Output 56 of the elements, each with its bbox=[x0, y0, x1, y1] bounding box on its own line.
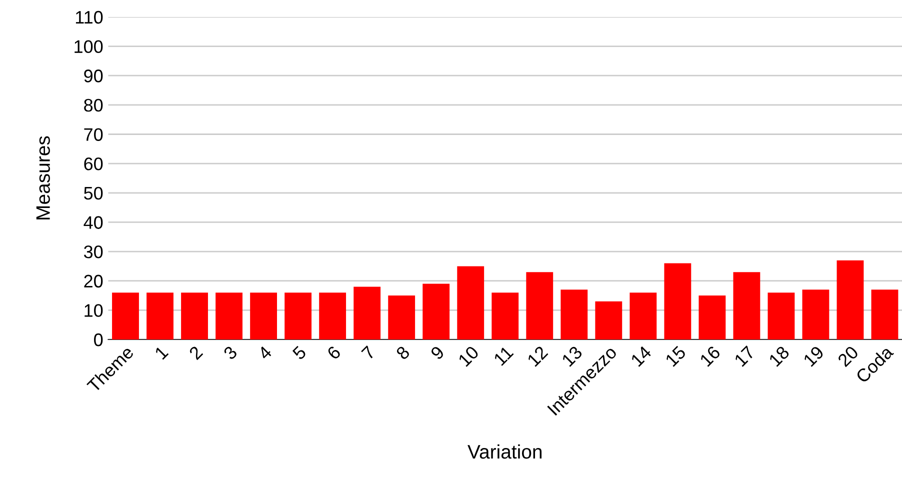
bar bbox=[526, 272, 554, 340]
bar bbox=[836, 260, 864, 340]
bar bbox=[388, 296, 416, 340]
bar bbox=[698, 296, 726, 340]
x-tick-label: 6 bbox=[326, 345, 342, 360]
y-tick-label: 50 bbox=[84, 186, 103, 200]
bar bbox=[560, 290, 588, 340]
x-tick-label: 18 bbox=[768, 345, 790, 367]
y-axis-title: Measures bbox=[36, 136, 50, 220]
x-tick-label: 7 bbox=[361, 345, 376, 360]
y-tick-label: 110 bbox=[76, 10, 103, 24]
x-tick-label: 1 bbox=[154, 345, 169, 360]
bar bbox=[871, 290, 898, 340]
x-tick-label: 5 bbox=[292, 345, 307, 360]
y-tick-label: 40 bbox=[84, 216, 103, 229]
bar bbox=[319, 292, 346, 340]
x-tick-label: 4 bbox=[257, 345, 272, 360]
bar bbox=[733, 272, 760, 340]
bar bbox=[630, 292, 657, 340]
bar bbox=[112, 292, 139, 340]
bar bbox=[216, 292, 242, 340]
x-tick-label: 3 bbox=[222, 345, 238, 360]
y-tick-label: 10 bbox=[84, 304, 103, 317]
bar bbox=[181, 292, 208, 340]
bar bbox=[768, 292, 795, 340]
bar bbox=[146, 292, 174, 340]
x-tick-label: 19 bbox=[802, 345, 824, 367]
x-tick-label: 10 bbox=[458, 345, 480, 367]
bar bbox=[422, 284, 450, 340]
y-tick-label: 60 bbox=[84, 158, 103, 170]
x-tick-label: 20 bbox=[837, 345, 860, 368]
x-tick-label: 9 bbox=[430, 345, 445, 360]
y-tick-label: 90 bbox=[84, 70, 103, 82]
x-tick-label: 8 bbox=[395, 345, 410, 360]
y-tick-label: 30 bbox=[84, 245, 103, 258]
bar bbox=[284, 292, 312, 340]
x-tick-label: 14 bbox=[630, 345, 652, 367]
y-tick-label: 20 bbox=[84, 274, 103, 288]
bar bbox=[802, 290, 830, 340]
x-axis-title: Variation bbox=[468, 444, 542, 459]
bar bbox=[457, 266, 484, 340]
y-tick-label: 70 bbox=[84, 128, 103, 141]
x-tick-label: 12 bbox=[526, 345, 548, 367]
bar bbox=[492, 292, 519, 340]
bar bbox=[354, 286, 381, 340]
y-tick-label: 80 bbox=[84, 98, 103, 112]
bar bbox=[250, 292, 277, 340]
x-tick-label: 16 bbox=[699, 345, 722, 367]
x-tick-label: 15 bbox=[664, 345, 687, 367]
y-tick-label: 100 bbox=[74, 40, 103, 54]
x-tick-label: 17 bbox=[734, 345, 756, 367]
bar bbox=[595, 301, 622, 340]
x-tick-label: 2 bbox=[188, 345, 204, 360]
bar bbox=[664, 263, 692, 340]
y-tick-label: 0 bbox=[94, 333, 103, 346]
x-tick-label: 11 bbox=[493, 345, 514, 366]
